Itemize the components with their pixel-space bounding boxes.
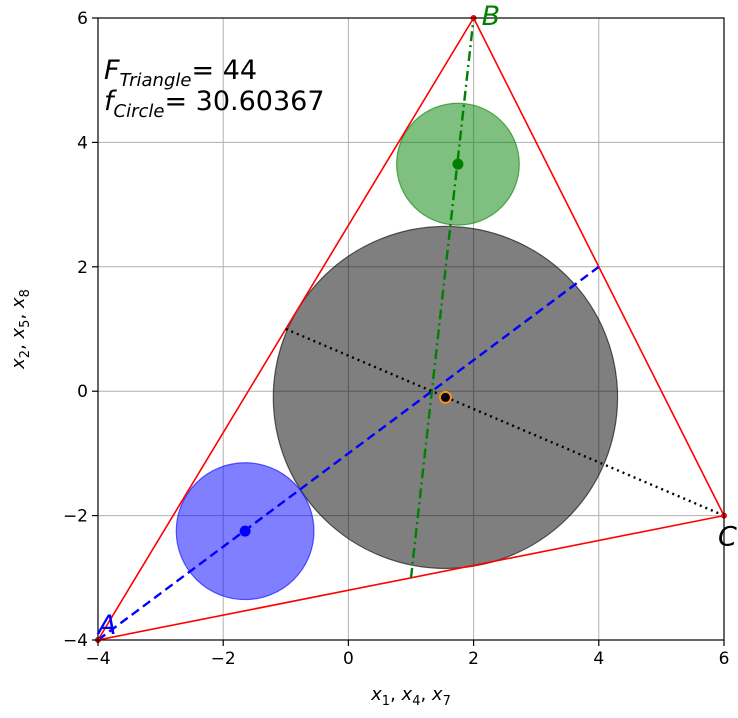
x-tick-label: −4 (85, 649, 110, 669)
grey-center-point (438, 390, 452, 404)
annotation-triangle-area: FTriangle= 44 (104, 55, 257, 91)
blue-dashed-line (98, 265, 600, 640)
vertex-B-label: B (482, 1, 501, 32)
y-tick-label: −4 (63, 631, 88, 651)
y-tick-label: −2 (63, 507, 88, 527)
y-tick-label: 2 (77, 258, 88, 278)
x-tick-label: 4 (593, 649, 604, 669)
y-tick-label: 6 (77, 9, 88, 29)
x-axis-label: x1, x4, x7 (370, 684, 451, 709)
axes-frame (97, 17, 725, 641)
x-tick-label: 6 (719, 649, 730, 669)
ticks: −4 −2 0 2 4 6 −4 −2 0 2 4 6 (63, 9, 729, 669)
blue-center-point (239, 525, 251, 537)
green-dashdot-line (409, 18, 475, 578)
x-tick-label: 0 (343, 649, 354, 669)
green-center-point (452, 158, 464, 170)
vertex-labels: A B C (96, 1, 737, 641)
x-tick-label: 2 (468, 649, 479, 669)
y-tick-label: 0 (77, 382, 88, 402)
vertex-C-label: C (718, 522, 737, 553)
annotation-circle-area: fCircle= 30.60367 (104, 86, 325, 122)
y-tick-label: 4 (77, 133, 88, 153)
marker-layer (95, 15, 727, 643)
y-axis-label: x2, x5, x8 (8, 289, 33, 370)
x-tick-label: −2 (211, 649, 236, 669)
vertex-A-label: A (96, 610, 116, 641)
black-dotted-line (285, 327, 724, 517)
